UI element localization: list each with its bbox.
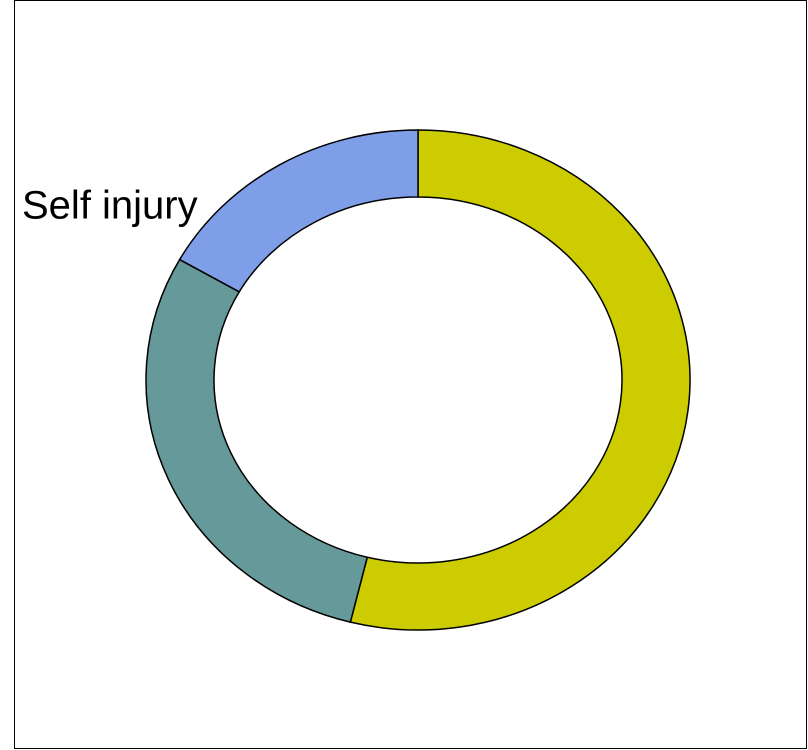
donut-segment [145, 258, 369, 624]
donut-segment [349, 129, 691, 631]
segment-label: Self injury [22, 184, 198, 228]
donut-segment [178, 129, 419, 293]
